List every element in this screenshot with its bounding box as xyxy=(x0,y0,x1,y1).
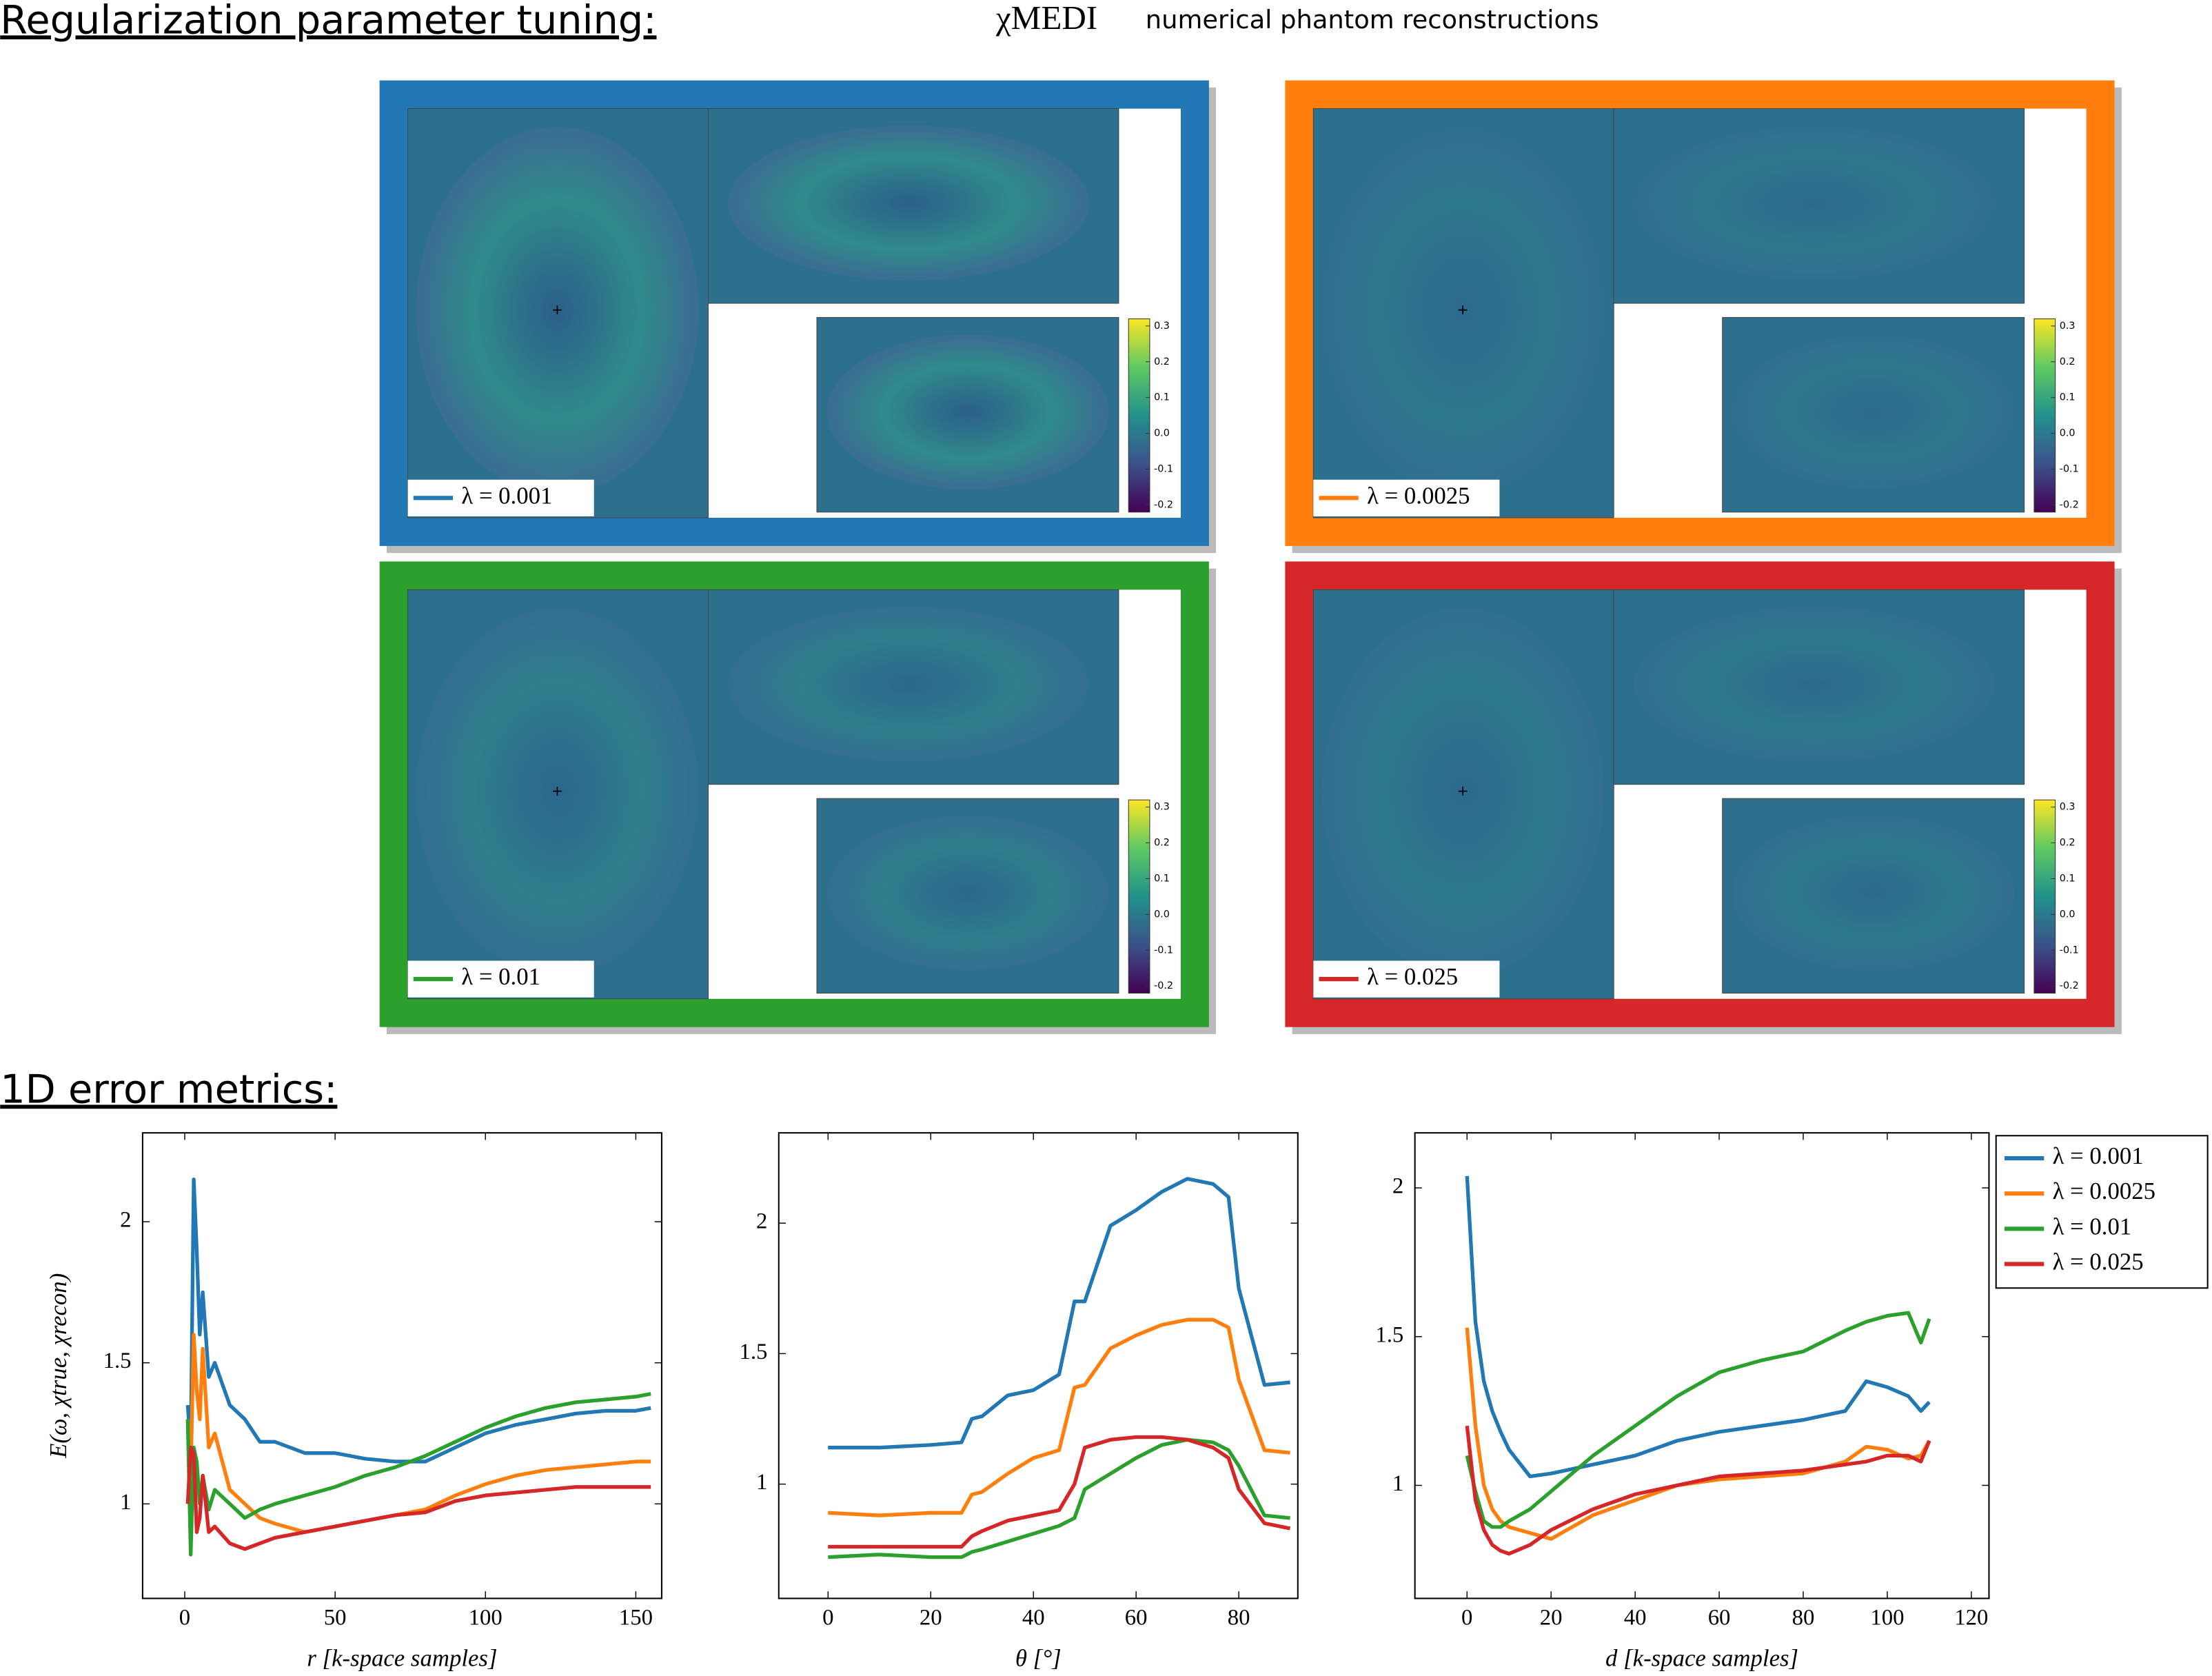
brain-axial xyxy=(1321,607,1604,975)
x-axis-label: r [k-space samples] xyxy=(307,1644,497,1671)
crosshair: + xyxy=(1457,301,1469,318)
colorbar-tick-label: 0.2 xyxy=(1154,838,1170,849)
colorbar-tick-label: 0.1 xyxy=(2060,873,2076,884)
x-tick-label: 40 xyxy=(1624,1606,1647,1630)
y-tick-label: 2 xyxy=(120,1208,131,1233)
colorbar-tick-label: 0.0 xyxy=(2060,428,2076,439)
colorbar xyxy=(1128,318,1150,513)
crosshair: + xyxy=(551,783,563,799)
x-axis-label: θ [°] xyxy=(1015,1644,1062,1671)
y-tick-label: 1.5 xyxy=(1375,1322,1403,1347)
series-line xyxy=(828,1317,1290,1517)
x-tick-label: 60 xyxy=(1125,1606,1148,1630)
y-tick-label: 2 xyxy=(1392,1174,1403,1199)
legend-label: λ = 0.01 xyxy=(2053,1213,2132,1240)
colorbar-tick-label: -0.1 xyxy=(2060,464,2079,475)
legend-label: λ = 0.025 xyxy=(2053,1248,2144,1275)
brain-sagittal xyxy=(728,125,1089,281)
x-tick-label: 80 xyxy=(1228,1606,1250,1630)
colorbar-tick-label: 0.1 xyxy=(2060,392,2076,403)
series-line xyxy=(828,1177,1290,1450)
x-tick-label: 0 xyxy=(822,1606,833,1630)
series-line xyxy=(828,1435,1291,1549)
plot-frame xyxy=(778,1132,1299,1599)
series-line xyxy=(185,1445,651,1551)
y-tick-label: 1 xyxy=(120,1490,131,1515)
colorbar-tick-label: 0.0 xyxy=(1154,909,1170,920)
crosshair: + xyxy=(1457,783,1469,799)
panel-label: λ = 0.001 xyxy=(461,482,552,509)
brain-axial xyxy=(1321,127,1604,494)
panel-label: λ = 0.025 xyxy=(1367,963,1458,990)
y-tick-label: 1 xyxy=(1392,1471,1403,1496)
legend-label: λ = 0.0025 xyxy=(2053,1178,2155,1204)
colorbar-tick-label: 0.2 xyxy=(2060,838,2076,849)
colorbar-tick-label: -0.2 xyxy=(1154,499,1173,510)
x-tick-label: 0 xyxy=(1461,1606,1472,1630)
x-tick-label: 80 xyxy=(1792,1606,1815,1630)
colorbar-tick-label: 0.0 xyxy=(2060,909,2076,920)
y-axis-label: E(ω, χtrue, χrecon) xyxy=(45,1273,72,1459)
x-tick-label: 0 xyxy=(179,1606,190,1630)
colorbar-tick-label: 0.3 xyxy=(1154,321,1170,332)
brain-coronal xyxy=(826,334,1109,490)
series-line xyxy=(1465,1175,1931,1479)
colorbar-tick-label: -0.1 xyxy=(1154,464,1173,475)
colorbar-tick-label: -0.2 xyxy=(2060,980,2079,991)
figure-title: Regularization parameter tuning: xyxy=(0,0,656,43)
x-tick-label: 40 xyxy=(1022,1606,1045,1630)
brain-coronal xyxy=(1732,815,2015,971)
series-line xyxy=(1465,1425,1931,1556)
panel-label: λ = 0.0025 xyxy=(1367,482,1470,509)
series-line xyxy=(185,1178,651,1464)
series-line xyxy=(828,1437,1290,1559)
x-tick-label: 20 xyxy=(920,1606,942,1630)
y-tick-label: 1.5 xyxy=(103,1349,132,1373)
panel-label: λ = 0.01 xyxy=(461,963,540,990)
brain-sagittal xyxy=(1633,606,1995,762)
colorbar-tick-label: -0.2 xyxy=(1154,980,1173,991)
x-tick-label: 50 xyxy=(324,1606,347,1630)
colorbar-tick-label: 0.3 xyxy=(2060,802,2076,813)
colorbar-tick-label: -0.1 xyxy=(2060,945,2079,956)
colorbar-tick-label: 0.3 xyxy=(1154,802,1170,813)
y-tick-label: 1 xyxy=(756,1470,767,1495)
colorbar-tick-label: 0.1 xyxy=(1154,873,1170,884)
symbol: χMEDI xyxy=(995,0,1097,37)
brain-coronal xyxy=(1732,334,2015,490)
colorbar-tick-label: 0.3 xyxy=(2060,321,2076,332)
colorbar-tick-label: 0.0 xyxy=(1154,428,1170,439)
series-line xyxy=(1465,1311,1931,1529)
plot-frame xyxy=(141,1132,662,1599)
colorbar-tick-label: -0.1 xyxy=(1154,945,1173,956)
colorbar xyxy=(1128,799,1150,994)
x-axis-label: d [k-space samples] xyxy=(1605,1644,1798,1671)
subtitle: numerical phantom reconstructions xyxy=(1146,5,1599,34)
brain-sagittal xyxy=(728,606,1089,762)
x-tick-label: 20 xyxy=(1540,1606,1563,1630)
brain-sagittal xyxy=(1633,125,1995,281)
colorbar xyxy=(2033,318,2056,513)
colorbar xyxy=(2033,799,2056,994)
brain-axial xyxy=(416,127,699,494)
x-tick-label: 120 xyxy=(1954,1606,1988,1630)
colorbar-tick-label: 0.2 xyxy=(2060,356,2076,367)
brain-axial xyxy=(416,607,699,975)
series-line xyxy=(1465,1327,1931,1541)
x-tick-label: 100 xyxy=(469,1606,503,1630)
crosshair: + xyxy=(551,301,563,318)
legend-label: λ = 0.001 xyxy=(2053,1142,2144,1169)
x-tick-label: 60 xyxy=(1708,1606,1731,1630)
colorbar-tick-label: -0.2 xyxy=(2060,499,2079,510)
y-tick-label: 2 xyxy=(756,1209,767,1234)
x-tick-label: 150 xyxy=(619,1606,653,1630)
section-title: 1D error metrics: xyxy=(0,1066,337,1112)
colorbar-tick-label: 0.1 xyxy=(1154,392,1170,403)
colorbar-tick-label: 0.2 xyxy=(1154,356,1170,367)
brain-coronal xyxy=(826,815,1109,971)
x-tick-label: 100 xyxy=(1870,1606,1904,1630)
y-tick-label: 1.5 xyxy=(739,1340,767,1364)
